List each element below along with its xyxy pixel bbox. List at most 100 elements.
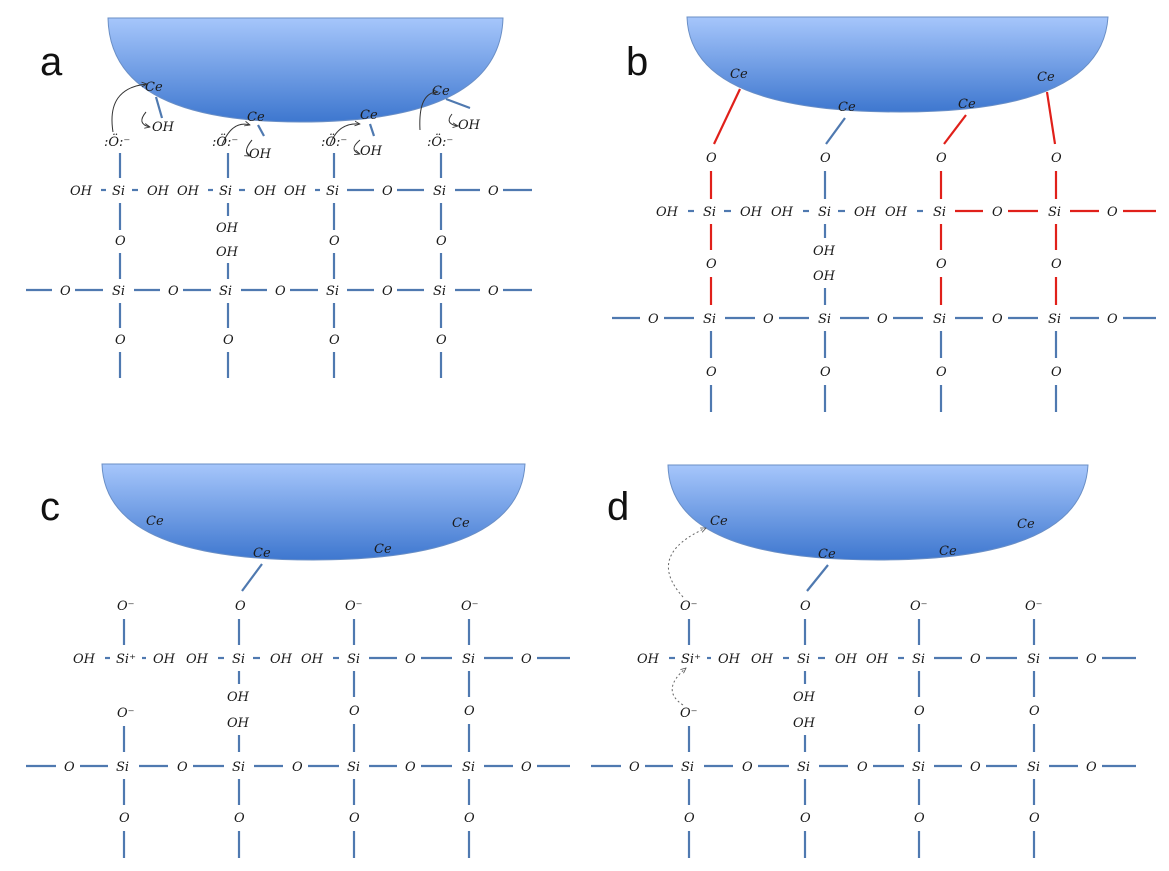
- silicon-label: Si: [933, 312, 946, 327]
- oxygen-label: O: [936, 365, 947, 380]
- oxygen-label: O: [488, 284, 499, 299]
- ce-atom: Ce: [360, 108, 378, 123]
- panel-c: c Ce Ce Ce Ce O⁻ O O⁻ O⁻ OH Si⁺ OH OH Si…: [26, 463, 570, 858]
- ce-atom: Ce: [374, 542, 392, 557]
- oxygen-label: O: [706, 365, 717, 380]
- oxygen-label: O: [1051, 257, 1062, 272]
- oxygen-label: O: [405, 652, 416, 667]
- oxygen-label: O: [629, 760, 640, 775]
- ce-atom: Ce: [838, 100, 856, 115]
- ce-atom: Ce: [710, 514, 728, 529]
- hydroxyl-label: OH: [458, 118, 481, 133]
- oxygen-label: O: [914, 704, 925, 719]
- silicon-label: Si: [912, 760, 925, 775]
- hydroxyl-label: OH: [740, 205, 763, 220]
- silicon-cation-label: Si⁺: [681, 652, 701, 667]
- silicon-label: Si: [912, 652, 925, 667]
- oxygen-label: O: [521, 652, 532, 667]
- silicon-label: Si: [433, 184, 446, 199]
- silicon-label: Si: [933, 205, 946, 220]
- oxygen-label: O: [234, 811, 245, 826]
- hydroxyl-label: OH: [216, 245, 239, 260]
- hydroxyl-label: OH: [751, 652, 774, 667]
- ce-atom: Ce: [432, 84, 450, 99]
- oxygen-label: O: [521, 760, 532, 775]
- oxygen-label: O: [64, 760, 75, 775]
- ce-atom: Ce: [958, 97, 976, 112]
- ce-atom: Ce: [939, 544, 957, 559]
- oxygen-label: O: [742, 760, 753, 775]
- oxygen-anion-label: :Ö:⁻: [321, 133, 347, 150]
- hydroxyl-label: OH: [153, 652, 176, 667]
- oxygen-label: O: [820, 151, 831, 166]
- silicon-label: Si: [1027, 760, 1040, 775]
- oxygen-label: O: [706, 257, 717, 272]
- oxygen-anion-label: :Ö:⁻: [212, 133, 238, 150]
- hydroxyl-label: OH: [813, 244, 836, 259]
- oxygen-label: O: [914, 811, 925, 826]
- oxygen-label: O: [405, 760, 416, 775]
- hydroxyl-label: OH: [656, 205, 679, 220]
- ceria-particle: [101, 463, 526, 561]
- hydroxyl-label: OH: [249, 147, 272, 162]
- hydroxyl-label: OH: [771, 205, 794, 220]
- hydroxyl-label: OH: [254, 184, 277, 199]
- silicon-label: Si: [433, 284, 446, 299]
- hydroxyl-label: OH: [216, 221, 239, 236]
- panel-letter-c: c: [40, 485, 60, 529]
- oxygen-label: O: [1029, 811, 1040, 826]
- ce-atom: Ce: [1037, 70, 1055, 85]
- silicon-label: Si: [232, 652, 245, 667]
- silicon-label: Si: [818, 205, 831, 220]
- panel-b: b Ce Ce Ce Ce O O O O OH Si OH OH Si OH …: [612, 16, 1156, 412]
- silicon-label: Si: [232, 760, 245, 775]
- hydroxyl-label: OH: [718, 652, 741, 667]
- oxygen-label: O: [970, 760, 981, 775]
- silicon-label: Si: [347, 760, 360, 775]
- hydroxyl-label: OH: [147, 184, 170, 199]
- oxygen-anion-label: O⁻: [461, 599, 479, 614]
- oxygen-label: O: [168, 284, 179, 299]
- oxygen-label: O: [648, 312, 659, 327]
- silicon-label: Si: [219, 284, 232, 299]
- silicon-label: Si: [326, 284, 339, 299]
- oxygen-anion-label: O⁻: [117, 706, 135, 721]
- silicon-label: Si: [347, 652, 360, 667]
- ceria-particle: [667, 464, 1089, 561]
- silicon-cation-label: Si⁺: [116, 652, 136, 667]
- oxygen-label: O: [119, 811, 130, 826]
- silicon-label: Si: [797, 652, 810, 667]
- oxygen-anion-label: O⁻: [680, 706, 698, 721]
- oxygen-label: O: [936, 151, 947, 166]
- oxygen-label: O: [292, 760, 303, 775]
- silicon-label: Si: [326, 184, 339, 199]
- oxygen-anion-label: O⁻: [117, 599, 135, 614]
- hydroxyl-label: OH: [835, 652, 858, 667]
- hydroxyl-label: OH: [866, 652, 889, 667]
- hydroxyl-label: OH: [227, 716, 250, 731]
- silicon-label: Si: [818, 312, 831, 327]
- oxygen-label: O: [800, 811, 811, 826]
- ceria-particle: [686, 16, 1109, 113]
- hydroxyl-label: OH: [637, 652, 660, 667]
- oxygen-label: O: [349, 704, 360, 719]
- panel-a: a Ce Ce Ce Ce OH OH OH OH :Ö:⁻ :Ö:⁻ :Ö:⁻…: [26, 17, 532, 378]
- hydroxyl-label: OH: [284, 184, 307, 199]
- oxygen-label: O: [1086, 760, 1097, 775]
- oxygen-label: O: [1051, 365, 1062, 380]
- hydroxyl-label: OH: [73, 652, 96, 667]
- panel-letter-a: a: [40, 40, 63, 84]
- oxygen-label: O: [436, 333, 447, 348]
- silicon-label: Si: [462, 760, 475, 775]
- ceria-particle: [107, 17, 504, 123]
- oxygen-label: O: [936, 257, 947, 272]
- hydroxyl-label: OH: [360, 144, 383, 159]
- silicon-label: Si: [797, 760, 810, 775]
- ce-atom: Ce: [146, 514, 164, 529]
- silicon-label: Si: [703, 312, 716, 327]
- hydroxyl-label: OH: [793, 690, 816, 705]
- silicon-label: Si: [112, 184, 125, 199]
- oxygen-anion-label: O⁻: [910, 599, 928, 614]
- oxygen-label: O: [763, 312, 774, 327]
